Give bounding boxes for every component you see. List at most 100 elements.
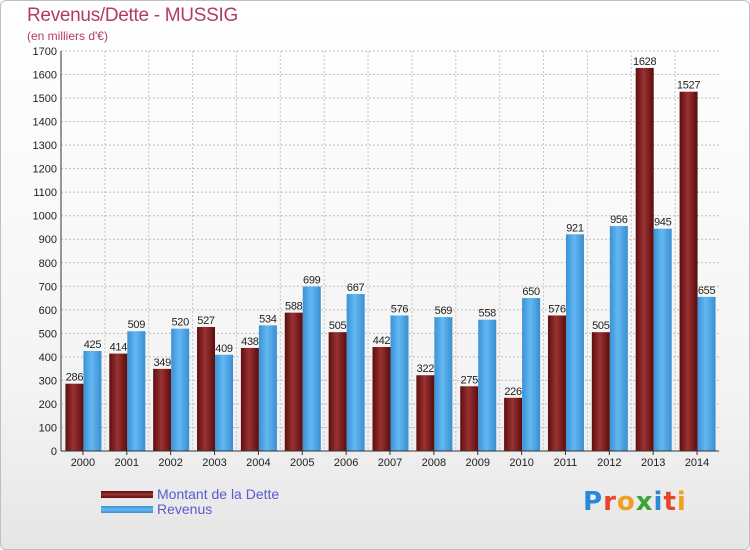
debt-bar — [153, 368, 172, 451]
data-label: 558 — [479, 308, 497, 320]
data-label: 527 — [197, 315, 215, 327]
debt-bar — [679, 91, 698, 452]
revenue-bar — [478, 319, 497, 451]
x-tick-label: 2012 — [597, 457, 621, 469]
y-tick-label: 600 — [39, 305, 57, 317]
data-label: 956 — [610, 214, 628, 226]
debt-bar — [328, 332, 347, 451]
revenue-bar — [609, 226, 628, 451]
debt-bar — [416, 375, 435, 451]
data-label: 569 — [435, 305, 453, 317]
legend-swatch-debt — [101, 491, 153, 498]
legend-swatch-revenue — [101, 506, 153, 513]
x-tick-label: 2013 — [641, 457, 665, 469]
x-tick-label: 2005 — [290, 457, 314, 469]
x-tick-label: 2010 — [509, 457, 533, 469]
x-tick-label: 2007 — [378, 457, 402, 469]
data-label: 505 — [329, 320, 347, 332]
debt-bar — [284, 312, 303, 451]
y-tick-label: 1400 — [33, 117, 57, 129]
revenue-bar — [653, 228, 672, 451]
data-label: 534 — [259, 313, 277, 325]
legend-label-revenue: Revenus — [157, 501, 213, 517]
y-tick-label: 700 — [39, 281, 57, 293]
x-tick-label: 2001 — [115, 457, 139, 469]
data-label: 667 — [347, 282, 365, 294]
y-tick-label: 100 — [39, 422, 57, 434]
data-label: 576 — [548, 303, 566, 315]
y-tick-label: 0 — [51, 446, 57, 458]
proxiti-logo: Proxiti — [583, 487, 687, 517]
debt-bar — [635, 67, 654, 452]
debt-bar — [504, 397, 523, 451]
chart-subtitle: (en milliers d'€) — [27, 29, 108, 43]
revenue-bar — [697, 296, 716, 451]
data-label: 1628 — [633, 56, 656, 68]
data-label: 226 — [504, 386, 522, 398]
data-label: 1527 — [677, 80, 700, 92]
logo-letter: P — [583, 487, 604, 517]
y-tick-label: 1600 — [33, 70, 57, 82]
debt-bar — [591, 332, 610, 451]
x-tick-label: 2009 — [465, 457, 489, 469]
data-label: 520 — [171, 317, 189, 329]
x-tick-label: 2002 — [158, 457, 182, 469]
revenue-bar — [258, 325, 277, 451]
data-label: 409 — [215, 343, 233, 355]
data-label: 699 — [303, 275, 321, 287]
y-tick-label: 1000 — [33, 211, 57, 223]
revenue-bar — [390, 315, 409, 451]
data-label: 414 — [110, 342, 128, 354]
x-tick-label: 2014 — [685, 457, 709, 469]
logo-letter: r — [603, 487, 617, 517]
data-label: 588 — [285, 301, 303, 313]
revenue-bar — [565, 234, 584, 451]
data-label: 275 — [461, 374, 479, 386]
data-label: 438 — [241, 336, 259, 348]
revenue-bar — [83, 351, 102, 451]
y-tick-label: 1200 — [33, 164, 57, 176]
data-label: 650 — [522, 286, 540, 298]
revenue-bar — [346, 294, 365, 451]
y-tick-label: 1100 — [33, 187, 57, 199]
data-label: 286 — [66, 372, 84, 384]
logo-letter: t — [663, 487, 677, 517]
data-label: 655 — [698, 285, 716, 297]
x-tick-label: 2011 — [554, 457, 578, 469]
logo-letter: x — [635, 487, 654, 517]
x-tick-label: 2000 — [71, 457, 95, 469]
debt-bar — [372, 347, 391, 451]
data-label: 921 — [566, 222, 584, 234]
y-tick-label: 1300 — [33, 140, 57, 152]
chart-title: Revenus/Dette - MUSSIG — [27, 5, 238, 26]
revenue-bar — [215, 354, 234, 451]
data-label: 442 — [373, 335, 391, 347]
logo-letter: i — [676, 487, 687, 517]
y-tick-label: 500 — [39, 328, 57, 340]
logo-letter: o — [616, 487, 636, 517]
y-tick-label: 200 — [39, 399, 57, 411]
data-label: 576 — [391, 303, 409, 315]
data-label: 322 — [417, 363, 435, 375]
x-tick-label: 2003 — [202, 457, 226, 469]
logo-letter: i — [653, 487, 664, 517]
data-label: 505 — [592, 320, 610, 332]
debt-bar — [197, 327, 216, 451]
data-label: 349 — [153, 357, 171, 369]
revenue-bar — [302, 286, 321, 451]
x-tick-label: 2004 — [246, 457, 270, 469]
data-label: 945 — [654, 217, 672, 229]
legend-label-debt: Montant de la Dette — [157, 486, 280, 502]
debt-bar — [547, 315, 566, 451]
debt-bar — [460, 386, 479, 451]
debt-bar — [65, 383, 84, 451]
revenue-bar — [522, 298, 541, 451]
y-tick-label: 400 — [39, 352, 57, 364]
data-label: 425 — [84, 339, 102, 351]
x-tick-label: 2008 — [422, 457, 446, 469]
revenue-bar — [434, 317, 453, 451]
revenue-bar — [171, 328, 190, 451]
data-label: 509 — [128, 319, 146, 331]
